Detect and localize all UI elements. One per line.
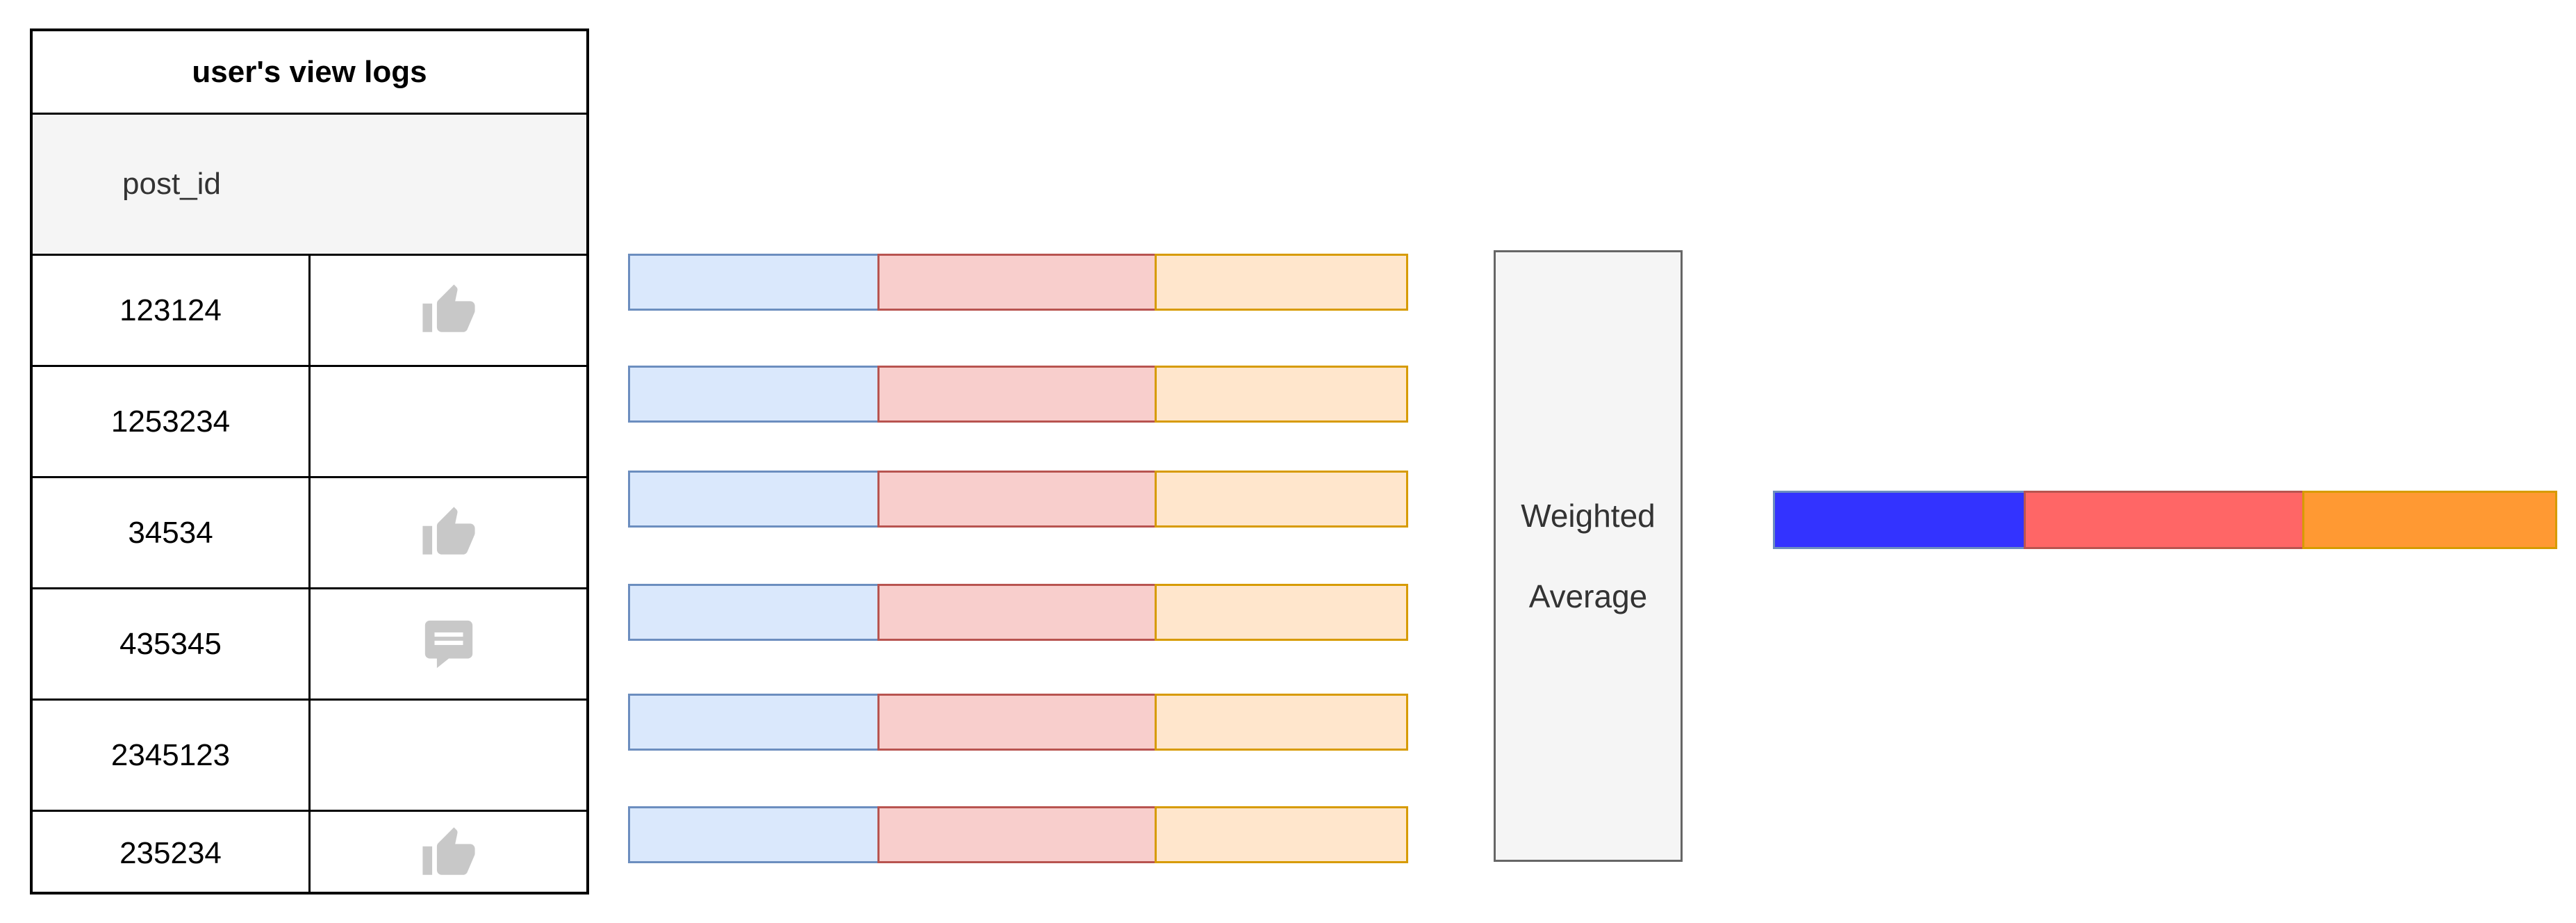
table-row: 123124 xyxy=(33,256,586,367)
table-row: 34534 xyxy=(33,478,586,589)
user-embedding-vector xyxy=(1773,491,2559,549)
action-cell xyxy=(311,367,586,476)
post-embedding-vector xyxy=(628,806,1410,863)
output-segment-2 xyxy=(2024,491,2304,549)
post-embedding-vector xyxy=(628,694,1410,751)
table-header: post_id xyxy=(33,115,586,256)
post-id-cell: 1253234 xyxy=(33,367,311,476)
embedding-segment-2 xyxy=(877,254,1157,311)
embedding-segment-1 xyxy=(628,806,880,863)
embedding-segment-3 xyxy=(1155,806,1408,863)
table-row: 1253234 xyxy=(33,367,586,478)
embedding-segment-2 xyxy=(877,584,1157,641)
post-id-cell: 435345 xyxy=(33,589,311,699)
comment-icon xyxy=(424,620,472,668)
embedding-segment-1 xyxy=(628,471,880,528)
view-logs-table: user's view logs post_id 123124 1253234 … xyxy=(30,28,589,895)
post-id-cell: 34534 xyxy=(33,478,311,587)
post-embedding-vector xyxy=(628,584,1410,641)
action-cell xyxy=(311,478,586,587)
post-id-cell: 2345123 xyxy=(33,701,311,810)
embedding-segment-2 xyxy=(877,471,1157,528)
action-cell xyxy=(311,701,586,810)
aggregator-label-line1: Weighted xyxy=(1521,498,1656,534)
embedding-segment-3 xyxy=(1155,254,1408,311)
embedding-segment-1 xyxy=(628,694,880,751)
thumbs-up-icon xyxy=(422,506,475,555)
post-id-cell: 123124 xyxy=(33,256,311,365)
post-id-cell: 235234 xyxy=(33,812,311,895)
embedding-segment-2 xyxy=(877,694,1157,751)
table-title: user's view logs xyxy=(33,31,586,115)
embedding-segment-3 xyxy=(1155,584,1408,641)
post-embedding-vector xyxy=(628,471,1410,528)
table-row: 235234 xyxy=(33,812,586,895)
output-segment-3 xyxy=(2302,491,2557,549)
embedding-segment-1 xyxy=(628,366,880,423)
post-embedding-vector xyxy=(628,366,1410,423)
action-cell xyxy=(311,812,586,895)
post-id-header: post_id xyxy=(122,167,221,201)
thumbs-up-icon xyxy=(422,284,475,332)
embedding-segment-3 xyxy=(1155,471,1408,528)
table-row: 2345123 xyxy=(33,701,586,812)
aggregator-label-line2: Average xyxy=(1528,578,1648,614)
embedding-segment-3 xyxy=(1155,366,1408,423)
embedding-segment-1 xyxy=(628,584,880,641)
output-segment-1 xyxy=(1773,491,2026,549)
thumbs-up-icon xyxy=(422,826,475,875)
embedding-segment-2 xyxy=(877,806,1157,863)
action-cell xyxy=(311,256,586,365)
embedding-segment-1 xyxy=(628,254,880,311)
weighted-average-box: Weighted Average xyxy=(1494,250,1683,862)
embedding-segment-3 xyxy=(1155,694,1408,751)
action-cell xyxy=(311,589,586,699)
embedding-segment-2 xyxy=(877,366,1157,423)
post-embedding-vector xyxy=(628,254,1410,311)
table-row: 435345 xyxy=(33,589,586,701)
